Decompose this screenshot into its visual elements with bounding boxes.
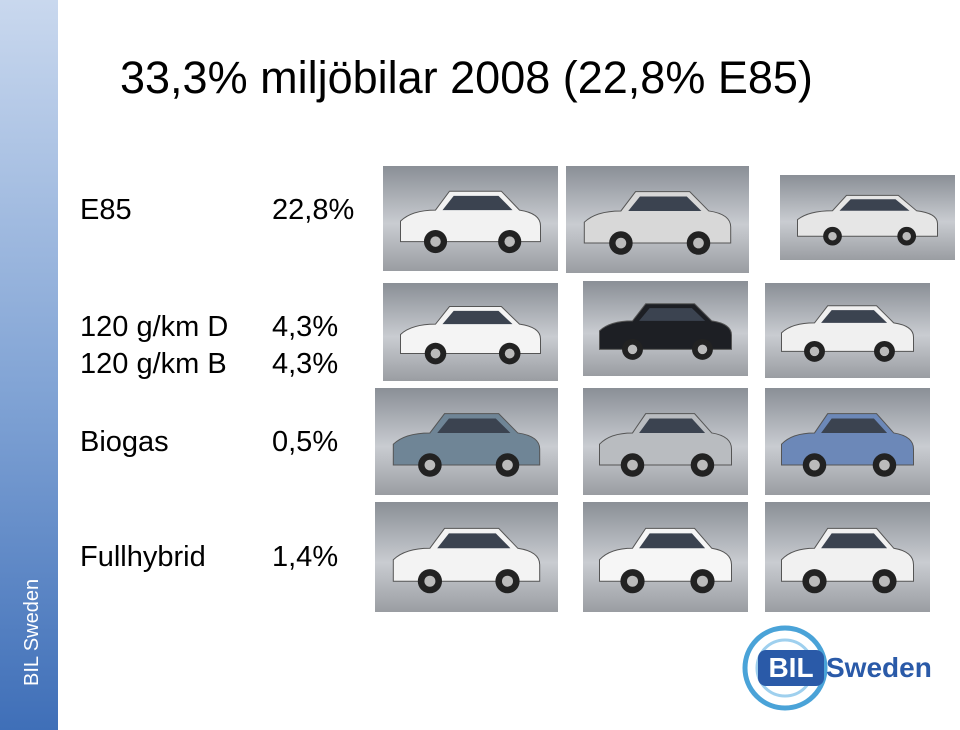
car-hub [627,575,638,587]
car-window [639,533,706,549]
car-hub [828,231,837,241]
car-hub [697,459,708,471]
car-window [821,418,888,433]
car-window [442,310,513,325]
car-hub [615,237,627,249]
car-hub [697,344,708,355]
row-label: Fullhybrid [80,541,206,573]
row-value: 4,3% [272,348,338,380]
row-value: 1,4% [272,541,338,573]
car-hub [809,346,820,357]
car-hub [879,459,890,471]
car-hub [430,348,441,359]
car-hub [809,575,820,587]
car-hub [627,459,638,471]
logo: BIL Sweden [742,625,932,711]
car-hub [627,344,638,355]
car-hub [502,459,513,471]
row-value: 0,5% [272,426,338,458]
car-hub [501,575,513,587]
car-window [821,533,888,549]
car-hub [430,236,441,247]
logo-right: Sweden [826,652,932,683]
car-window [639,418,706,433]
logo-left: BIL [768,652,813,683]
row-label: E85 [80,194,132,226]
car-window [437,533,511,549]
title: 33,3% miljöbilar 2008 (22,8% E85) [120,52,813,103]
car-hub [696,575,708,587]
car-hub [504,348,515,359]
car-hub [879,346,890,357]
car-window [821,310,888,323]
row-label: 120 g/km B [80,348,227,380]
car-hub [902,231,911,241]
car-photos [375,166,955,612]
car-hub [504,236,515,247]
car-window [442,195,513,211]
logo-wheel [742,625,828,711]
car-hub [809,459,820,471]
row-label: Biogas [80,426,169,458]
car-hub [878,575,890,587]
car-window [437,418,511,433]
row-value: 22,8% [272,194,354,226]
logo-badge [758,650,824,686]
car-window [628,196,702,211]
sidebar [0,0,58,730]
row-value: 4,3% [272,311,338,343]
car-window [839,199,910,211]
car-hub [424,459,436,471]
car-hub [424,575,436,587]
car-window [639,308,706,321]
row-label: 120 g/km D [80,311,228,343]
sidebar-text: BIL Sweden [21,579,43,686]
car-hub [693,237,704,249]
